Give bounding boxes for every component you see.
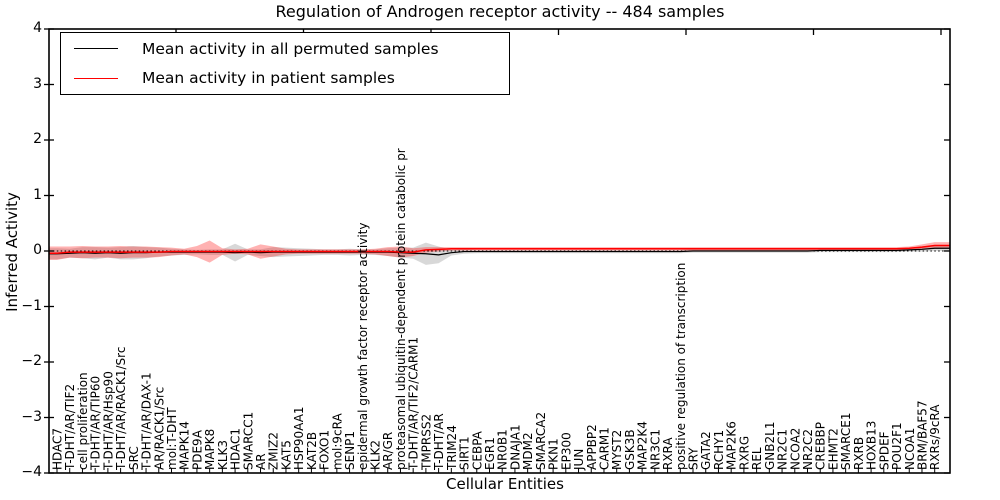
x-tick-label: GNB2L1	[763, 422, 777, 470]
x-tick-label: MAPK14	[178, 421, 192, 470]
x-tick-label: HDAC7	[51, 428, 65, 470]
x-tick-label: T-DHT/AR/TIF2	[63, 384, 77, 471]
x-tick-label: MAP2K6	[725, 421, 739, 470]
x-tick-label: T-DHT/AR/TIF2/CARM1	[407, 337, 421, 471]
y-tick-label: 1	[33, 186, 42, 203]
x-tick-label: HDAC1	[229, 428, 243, 470]
x-tick-label: proteasomal ubiquitin-dependent protein …	[394, 148, 408, 470]
y-tick-label: −4	[21, 464, 42, 480]
x-tick-label: mol:9cRA	[330, 413, 344, 470]
x-tick-label: ZMIZ2	[267, 432, 281, 470]
x-tick-label: CEBPA	[470, 430, 484, 470]
x-tick-label: NR3C1	[648, 429, 662, 470]
x-tick-label: SMARCC1	[241, 412, 255, 470]
legend: Mean activity in all permuted samples Me…	[60, 32, 510, 95]
x-tick-label: SRY	[687, 447, 701, 470]
x-tick-label: mol:T-DHT	[165, 407, 179, 470]
x-tick-label: NCOA2	[788, 428, 802, 470]
x-tick-label: MYST2	[610, 430, 624, 470]
y-tick-label: −1	[21, 297, 42, 314]
x-tick-label: EHMT2	[826, 428, 840, 470]
x-tick-label: AR/GR	[381, 432, 395, 470]
x-tick-label: NR2C1	[776, 429, 790, 470]
x-tick-label: REL	[750, 447, 764, 470]
x-tick-label: GATA2	[699, 431, 713, 470]
x-tick-label: epidermal growth factor receptor activit…	[356, 223, 370, 470]
x-tick-label: AR/RACK1/Src	[152, 387, 166, 470]
x-tick-label: MAPK8	[203, 429, 217, 470]
x-tick-label: RXRB	[852, 437, 866, 470]
x-tick-label: T-DHT/AR/RACK1/Src	[114, 347, 128, 471]
x-tick-label: cell proliferation	[76, 372, 90, 470]
x-tick-label: MAP2K4	[636, 421, 650, 470]
x-tick-label: T-DHT/AR/TIP60	[89, 376, 103, 471]
x-tick-label: JUN	[572, 449, 586, 471]
legend-label: Mean activity in patient samples	[142, 69, 395, 88]
legend-entry-patient: Mean activity in patient samples	[61, 64, 509, 92]
x-tick-label: positive regulation of transcription	[674, 263, 688, 470]
x-tick-label: CREBBP	[814, 422, 828, 470]
x-tick-label: FOXO1	[318, 430, 332, 470]
permuted-variance-band	[49, 242, 950, 265]
x-tick-label: NCOA1	[903, 428, 917, 470]
x-tick-label: HSP90AA1	[292, 406, 306, 470]
x-tick-label: MDM2	[521, 432, 535, 470]
x-tick-label: APPBP2	[585, 424, 599, 470]
x-tick-label: T-DHT/AR	[432, 413, 446, 471]
x-tick-label: RXRs/9cRA	[928, 404, 942, 470]
x-tick-label: CARM1	[597, 427, 611, 470]
x-tick-label: GSK3B	[623, 429, 637, 470]
x-tick-label: KAT5	[279, 440, 293, 470]
x-tick-label: PKN1	[547, 438, 561, 470]
y-tick-label: 2	[33, 131, 42, 147]
x-tick-label: NR0B1	[496, 429, 510, 470]
patient-mean-line	[49, 244, 950, 254]
x-tick-label: T-DHT/AR/DAX-1	[140, 372, 154, 471]
y-tick-label: −2	[21, 353, 42, 369]
x-tick-label: SMARCE1	[839, 412, 853, 470]
x-tick-label: POU2F1	[890, 422, 904, 470]
legend-label: Mean activity in all permuted samples	[142, 39, 439, 58]
x-tick-label: SRC	[127, 446, 141, 470]
x-tick-label: T-DHT/AR/Hsp90	[101, 371, 115, 471]
chart-title: Regulation of Androgen receptor activity…	[275, 2, 725, 21]
x-tick-label: RXRA	[661, 437, 675, 470]
x-tick-label: KLK2	[369, 440, 383, 470]
x-tick-label: KAT2B	[305, 432, 319, 470]
y-tick-label: 3	[33, 75, 42, 92]
x-tick-label: DNAJA1	[508, 424, 522, 470]
x-tick-label: RCHY1	[712, 430, 726, 470]
x-tick-label: KLK3	[216, 440, 230, 470]
x-tick-label: EGR1	[483, 437, 497, 470]
x-axis-label: Cellular Entities	[446, 475, 564, 493]
x-tick-label: TMPRSS2	[419, 414, 433, 471]
legend-entry-permuted: Mean activity in all permuted samples	[61, 35, 509, 63]
x-tick-label: HOXB13	[865, 421, 879, 470]
x-tick-label: AR	[254, 453, 268, 470]
x-tick-label: TRIM24	[445, 425, 459, 471]
x-tick-label: BRM/BAF57	[915, 400, 929, 470]
x-tick-label: NR2C2	[801, 429, 815, 470]
x-tick-label: SIRT1	[458, 436, 472, 470]
permuted-line-swatch-icon	[74, 48, 118, 50]
y-tick-label: 0	[33, 242, 42, 258]
x-tick-label: SENP1	[343, 431, 357, 470]
y-tick-label: 4	[33, 20, 42, 36]
x-tick-label: PDE9A	[190, 429, 204, 470]
patient-line-swatch-icon	[74, 77, 118, 79]
y-tick-label: −3	[21, 408, 42, 425]
x-tick-label: SPDEF	[877, 431, 891, 470]
x-tick-label: EP300	[559, 432, 573, 470]
x-tick-label: RXRG	[737, 436, 751, 470]
x-tick-label: SMARCA2	[534, 412, 548, 470]
